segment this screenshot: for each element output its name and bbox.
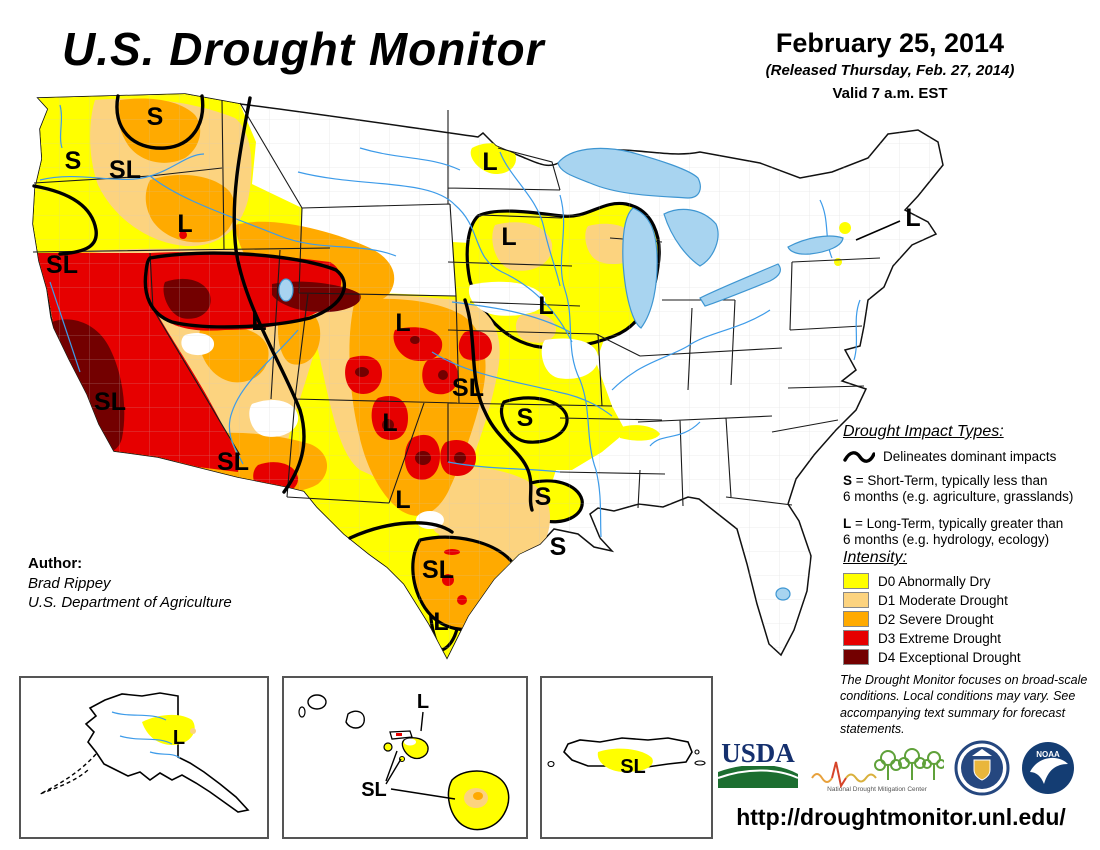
- d3-swatch: [843, 630, 869, 646]
- short-term-definition: S = Short-Term, typically less than 6 mon…: [843, 472, 1074, 505]
- ndmc-trees-icon: [811, 747, 944, 788]
- site-url[interactable]: http://droughtmonitor.unl.edu/: [736, 804, 1066, 830]
- legend-item-d3: D3 Extreme Drought: [843, 630, 1099, 646]
- d1-swatch: [843, 592, 869, 608]
- legend-item-d1: D1 Moderate Drought: [843, 592, 1099, 608]
- lake-huron: [663, 208, 719, 267]
- alaska-map: [39, 692, 250, 813]
- hawaii-callout-lines: [385, 711, 456, 800]
- delineation-curve-icon: [843, 450, 875, 463]
- date-block: February 25, 2014 (Released Thursday, Fe…: [715, 28, 1065, 102]
- northeast-callout-line: [855, 220, 901, 241]
- impact-label-l: L: [433, 608, 448, 636]
- ndmc-logo: National Drought Mitigation Center: [810, 744, 944, 793]
- impact-label-l: L: [395, 309, 410, 337]
- intensity-legend-heading: Intensity:: [843, 549, 908, 566]
- impact-label-sl: SL: [452, 374, 484, 402]
- inset-boxes: [19, 676, 713, 839]
- impact-label-l: L: [251, 308, 266, 336]
- rivers: [39, 104, 861, 538]
- puerto-rico-map: [547, 737, 706, 772]
- lake-ontario: [787, 235, 844, 255]
- d0-gulf-streak: [640, 511, 680, 528]
- hawaii-map: [298, 694, 510, 831]
- impact-label-sl: SL: [46, 251, 78, 279]
- lake-okeechobee: [775, 587, 791, 601]
- impact-label-sl: SL: [109, 156, 141, 184]
- impact-label-l: L: [482, 148, 497, 176]
- author-name: Brad Rippey: [28, 574, 111, 592]
- usda-field-icon: [717, 764, 799, 788]
- logos-row: USDA National Drought Mitigation Center …: [716, 736, 1080, 800]
- legend-item-d4: D4 Exceptional Drought: [843, 649, 1099, 665]
- author-org: U.S. Department of Agriculture: [28, 594, 232, 611]
- impact-label-l: L: [395, 486, 410, 514]
- legend-item-d0: D0 Abnormally Dry: [843, 573, 1099, 589]
- impact-label-sl: SL: [217, 448, 249, 476]
- impact-label-l: L: [417, 691, 429, 713]
- lakes: [278, 147, 844, 601]
- svg-text:NOAA: NOAA: [1036, 750, 1060, 759]
- impact-label-l: L: [177, 210, 192, 238]
- alaska-rivers: [111, 711, 181, 759]
- great-salt-lake: [278, 278, 294, 302]
- impact-label-s: S: [517, 404, 534, 432]
- impact-delineation-lines: [32, 94, 534, 540]
- d0-swatch: [843, 573, 869, 589]
- impact-label-l: L: [173, 727, 185, 749]
- impact-label-sl: SL: [94, 388, 126, 416]
- lake-erie: [699, 263, 781, 307]
- impact-label-l: L: [905, 204, 920, 232]
- impact-label-sl: SL: [620, 756, 646, 778]
- puerto-rico-d0-patch: [597, 748, 653, 772]
- commerce-seal-icon: [954, 740, 1010, 796]
- impact-label-l: L: [501, 223, 516, 251]
- long-term-definition: L = Long-Term, typically greater than 6 m…: [843, 515, 1064, 548]
- lake-superior: [557, 147, 701, 199]
- d2-swatch: [843, 611, 869, 627]
- intensity-legend: Intensity: D0 Abnormally Dry D1 Moderate…: [843, 549, 1099, 668]
- alaska-d0-patch: [142, 714, 195, 746]
- ndmc-caption: National Drought Mitigation Center: [827, 785, 927, 793]
- impact-types-legend: Drought Impact Types: Delineates dominan…: [843, 422, 1099, 559]
- impact-label-sl: SL: [361, 779, 387, 801]
- usda-logo: USDA: [716, 740, 800, 794]
- impact-label-sl: SL: [422, 556, 454, 584]
- map-date: February 25, 2014: [775, 28, 1005, 58]
- d0-vermont-spot: [857, 147, 867, 157]
- valid-time: Valid 7 a.m. EST: [832, 85, 948, 102]
- noaa-logo-icon: NOAA: [1022, 742, 1074, 794]
- delineates-label: Delineates dominant impacts: [883, 448, 1057, 464]
- impact-label-s: S: [535, 483, 552, 511]
- author-block: Author: Brad Rippey U.S. Department of A…: [28, 554, 232, 613]
- lake-michigan: [622, 207, 658, 329]
- impact-label-l: L: [538, 292, 553, 320]
- page-title: U.S. Drought Monitor: [62, 23, 545, 75]
- d4-swatch: [843, 649, 869, 665]
- impact-label-s: S: [147, 103, 164, 131]
- legend-item-d2: D2 Severe Drought: [843, 611, 1099, 627]
- released-date: (Released Thursday, Feb. 27, 2014): [765, 62, 1015, 79]
- impact-legend-heading: Drought Impact Types:: [843, 423, 1004, 440]
- impact-label-s: S: [65, 147, 82, 175]
- disclaimer-text: The Drought Monitor focuses on broad-sca…: [840, 673, 1088, 736]
- author-label: Author:: [28, 555, 83, 572]
- impact-label-s: S: [550, 533, 567, 561]
- impact-label-l: L: [382, 409, 397, 437]
